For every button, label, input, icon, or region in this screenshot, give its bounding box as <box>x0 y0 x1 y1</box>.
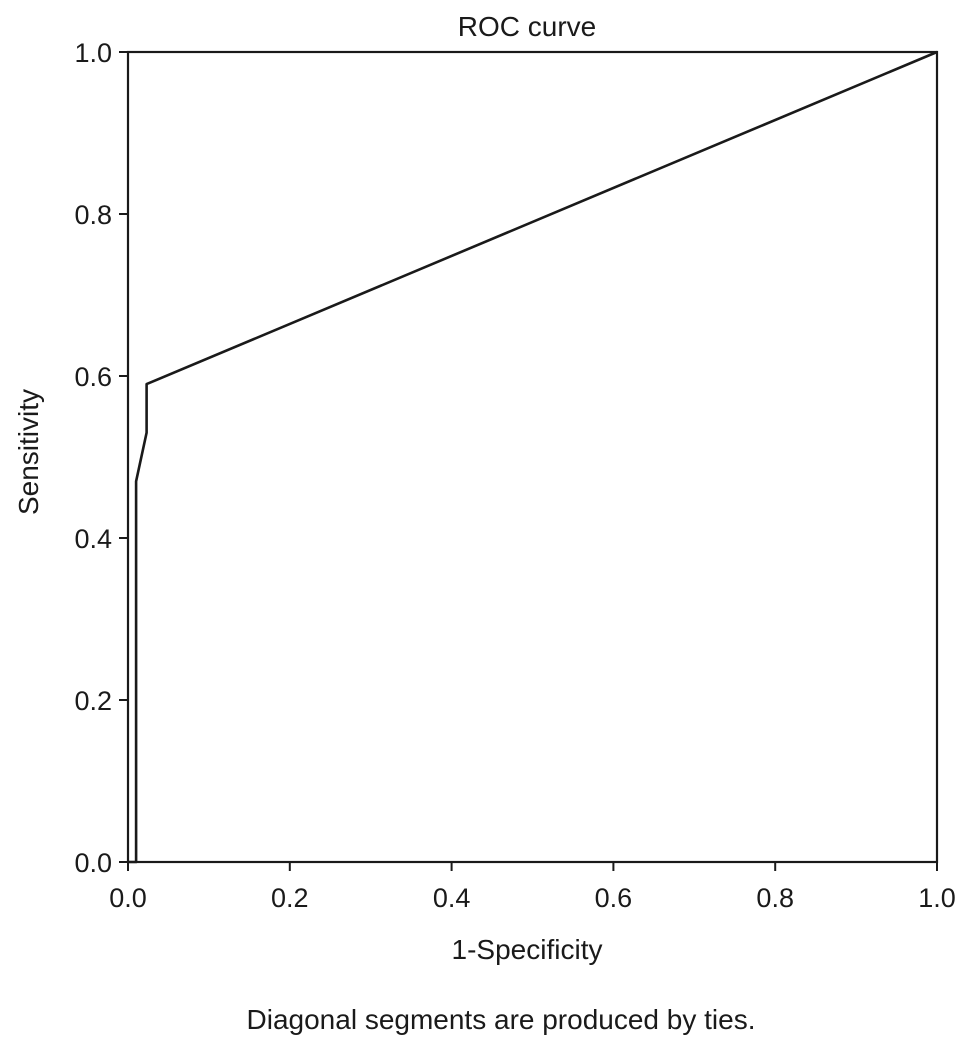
y-tick-label: 0.8 <box>74 200 112 230</box>
plot-border <box>126 50 939 864</box>
y-tick-label: 0.4 <box>74 524 112 554</box>
roc-series <box>128 50 938 864</box>
plot-frame <box>126 50 939 864</box>
y-tick-label: 0.0 <box>74 848 112 878</box>
roc-curve-line <box>128 50 938 864</box>
footnote: Diagonal segments are produced by ties. <box>247 1004 756 1035</box>
x-tick-label: 0.2 <box>271 883 309 913</box>
chart-title: ROC curve <box>458 11 596 42</box>
x-axis-label: 1-Specificity <box>452 934 603 965</box>
y-tick-label: 0.6 <box>74 362 112 392</box>
y-axis-ticks: 0.0 0.2 0.4 0.6 0.8 1.0 <box>74 38 128 878</box>
y-axis-label: Sensitivity <box>13 389 44 515</box>
x-tick-label: 0.0 <box>109 883 147 913</box>
y-tick-label: 0.2 <box>74 686 112 716</box>
y-tick-label: 1.0 <box>74 38 112 68</box>
x-tick-label: 0.8 <box>756 883 794 913</box>
x-axis-ticks: 0.0 0.2 0.4 0.6 0.8 1.0 <box>109 862 956 913</box>
x-tick-label: 0.6 <box>595 883 633 913</box>
x-tick-label: 0.4 <box>433 883 471 913</box>
x-tick-label: 1.0 <box>918 883 956 913</box>
